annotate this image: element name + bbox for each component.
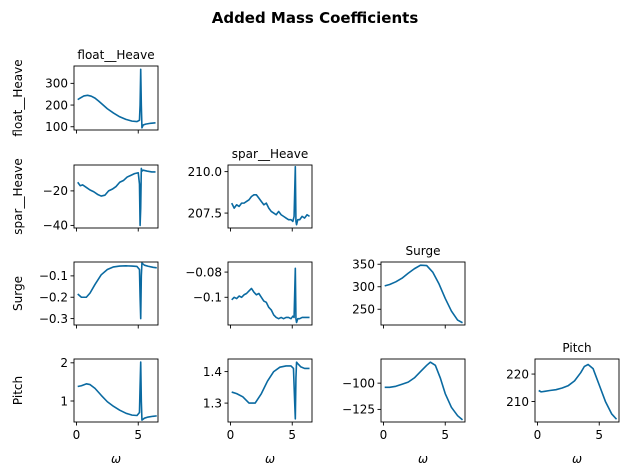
subplot-pitch--spar-heave: 0 5 1.3 1.4 ω	[203, 358, 313, 466]
series-line	[77, 361, 157, 421]
y-tick-label: 100	[45, 120, 68, 134]
series-line	[77, 262, 157, 320]
y-axis-label: float__Heave	[11, 59, 25, 136]
subplot-surge--surge: 250 300 350 Surge	[352, 244, 466, 329]
y-tick-label: −125	[342, 403, 375, 417]
axes-frame	[73, 358, 159, 423]
subplot-pitch--pitch: 0 5 210 220 Pitch ω	[506, 341, 620, 466]
y-tick-label: 210.0	[188, 165, 222, 179]
subplot-spar-heave--float-heave: −20 −40 spar__Heave	[11, 158, 159, 235]
axes-frame	[227, 261, 313, 326]
series-line	[384, 361, 464, 421]
x-axis-label: ω	[572, 452, 582, 466]
series-line	[538, 363, 618, 420]
axes-frame	[380, 261, 466, 326]
axes-frame	[227, 358, 313, 423]
series-line	[231, 267, 310, 324]
x-tick-label: 5	[595, 428, 603, 442]
y-axis-label: spar__Heave	[11, 158, 25, 234]
axes-frame	[380, 358, 466, 423]
y-tick-label: 1	[60, 394, 68, 408]
subplot-title: Surge	[406, 244, 441, 258]
subplot-pitch--float-heave: 0 5 1 2 Pitch ω	[11, 356, 159, 466]
y-tick-label: −100	[342, 376, 375, 390]
axes-frame	[73, 261, 159, 326]
series-line	[231, 361, 310, 420]
y-axis-label: Surge	[11, 276, 25, 311]
series-line	[77, 167, 156, 227]
x-tick-label: 5	[441, 428, 449, 442]
y-tick-label: −0.2	[39, 291, 68, 305]
axes-frame	[227, 164, 313, 229]
subplot-title: spar__Heave	[232, 147, 308, 161]
subplot-pitch--surge: 0 5 −100 −125 ω	[342, 358, 466, 466]
y-tick-label: −0.3	[39, 312, 68, 326]
series-line	[384, 264, 463, 324]
y-tick-label: −40	[43, 219, 68, 233]
subplot-surge--spar-heave: −0.08 −0.1	[185, 261, 313, 329]
x-axis-label: ω	[265, 452, 275, 466]
x-tick-label: 0	[534, 428, 542, 442]
y-tick-label: 350	[352, 258, 375, 272]
y-tick-label: 1.3	[203, 396, 222, 410]
subplot-grid: 100200300float__Heavefloat__Heave−20−40s…	[11, 48, 620, 466]
x-tick-label: 0	[73, 428, 81, 442]
y-axis-label: Pitch	[11, 376, 25, 405]
y-tick-label: −0.1	[193, 291, 222, 305]
series-line	[77, 68, 156, 129]
subplot-title: Pitch	[562, 341, 591, 355]
subplot-spar-heave--spar-heave: 207.5 210.0 spar__Heave	[188, 147, 313, 232]
y-tick-label: −0.1	[39, 269, 68, 283]
y-tick-label: 200	[45, 98, 68, 112]
y-tick-label: 207.5	[188, 206, 222, 220]
series-line	[230, 165, 310, 226]
axes-frame	[534, 358, 620, 423]
y-tick-label: 1.4	[203, 365, 222, 379]
x-tick-label: 0	[380, 428, 388, 442]
subplot-surge--float-heave: −0.1 −0.2 −0.3 Surge	[11, 261, 159, 329]
x-axis-label: ω	[418, 452, 428, 466]
subplot-float-heave--float-heave: 100 200 300 float__Heave float__Heave	[11, 48, 159, 137]
y-tick-label: 300	[352, 280, 375, 294]
y-tick-label: 250	[352, 303, 375, 317]
axes-frame	[73, 164, 159, 229]
y-tick-label: −20	[43, 184, 68, 198]
x-axis-label: ω	[111, 452, 121, 466]
axes-frame	[73, 65, 159, 131]
y-tick-label: 2	[60, 356, 68, 370]
y-tick-label: 210	[506, 395, 529, 409]
x-tick-label: 5	[288, 428, 296, 442]
y-tick-label: 300	[45, 77, 68, 91]
x-tick-label: 5	[134, 428, 142, 442]
figure-title: Added Mass Coefficients	[212, 9, 419, 27]
y-tick-label: 220	[506, 367, 529, 381]
y-tick-label: −0.08	[185, 265, 222, 279]
x-tick-label: 0	[227, 428, 235, 442]
subplot-title: float__Heave	[77, 48, 154, 62]
